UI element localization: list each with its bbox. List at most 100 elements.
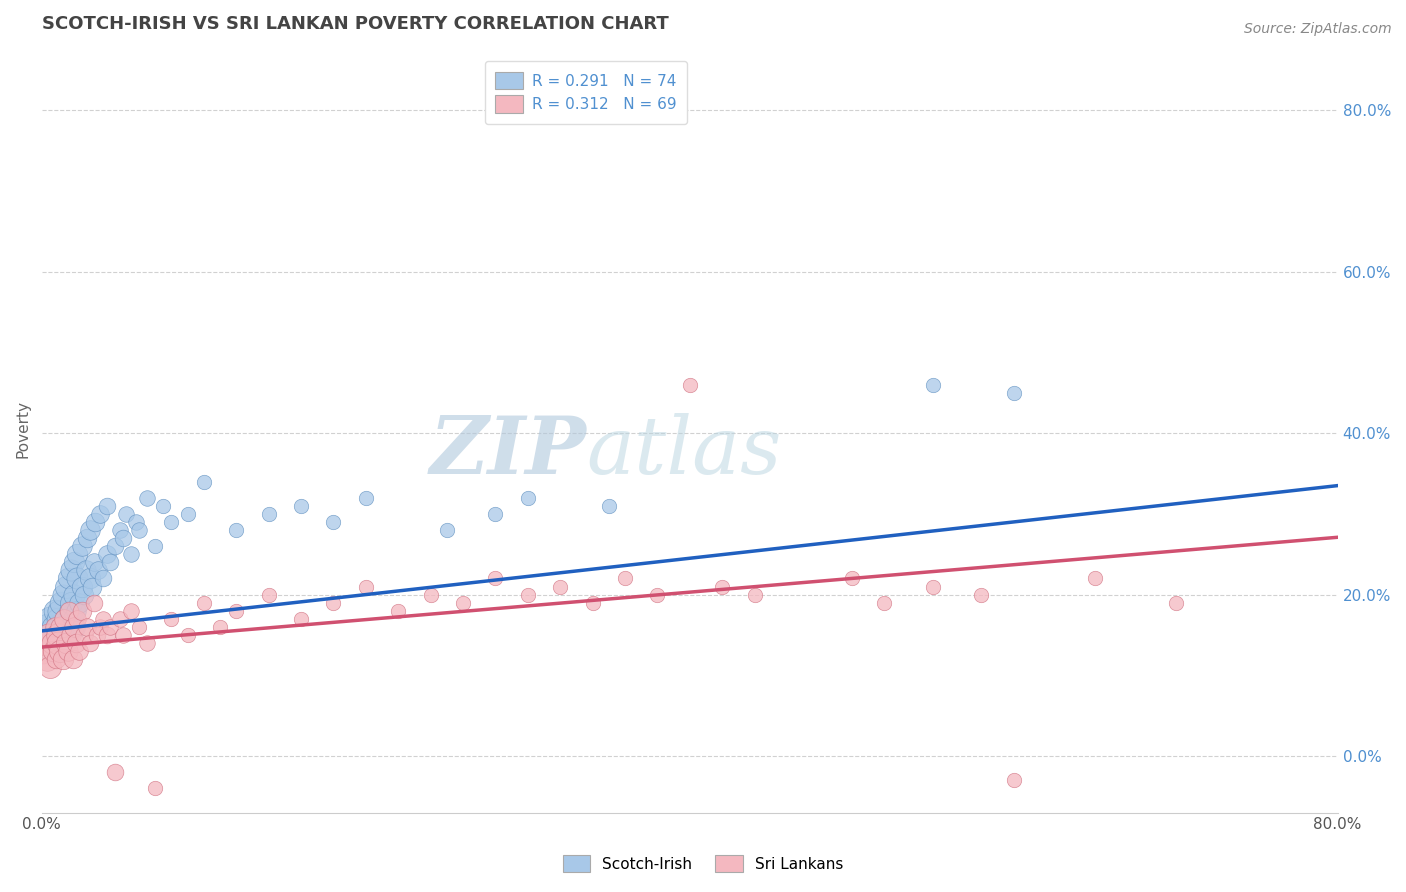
Point bbox=[44, 620, 66, 634]
Point bbox=[46, 636, 69, 650]
Point bbox=[79, 636, 101, 650]
Point bbox=[322, 596, 344, 610]
Point bbox=[67, 596, 90, 610]
Point bbox=[322, 515, 344, 529]
Point bbox=[125, 515, 148, 529]
Point bbox=[55, 580, 77, 594]
Point bbox=[419, 588, 441, 602]
Point bbox=[34, 628, 56, 642]
Point bbox=[35, 652, 58, 666]
Point bbox=[257, 507, 280, 521]
Point bbox=[63, 555, 86, 569]
Point bbox=[89, 507, 111, 521]
Point bbox=[581, 596, 603, 610]
Point bbox=[66, 571, 89, 585]
Point bbox=[136, 491, 159, 505]
Point bbox=[52, 652, 75, 666]
Point bbox=[63, 620, 86, 634]
Point bbox=[436, 523, 458, 537]
Point bbox=[56, 571, 79, 585]
Point bbox=[96, 499, 118, 513]
Point bbox=[46, 612, 69, 626]
Point bbox=[225, 523, 247, 537]
Point bbox=[354, 491, 377, 505]
Point bbox=[45, 652, 67, 666]
Point bbox=[65, 636, 87, 650]
Point bbox=[120, 604, 142, 618]
Legend: Scotch-Irish, Sri Lankans: Scotch-Irish, Sri Lankans bbox=[555, 847, 851, 880]
Point bbox=[52, 628, 75, 642]
Point bbox=[93, 571, 115, 585]
Point bbox=[46, 604, 69, 618]
Point bbox=[46, 628, 69, 642]
Point bbox=[46, 644, 69, 658]
Point bbox=[56, 644, 79, 658]
Point bbox=[128, 523, 150, 537]
Point bbox=[108, 523, 131, 537]
Point bbox=[86, 628, 108, 642]
Point bbox=[193, 475, 215, 489]
Point bbox=[46, 620, 69, 634]
Point bbox=[37, 628, 59, 642]
Point bbox=[72, 539, 94, 553]
Point bbox=[1084, 571, 1107, 585]
Point bbox=[451, 596, 474, 610]
Point bbox=[104, 765, 127, 780]
Text: SCOTCH-IRISH VS SRI LANKAN POVERTY CORRELATION CHART: SCOTCH-IRISH VS SRI LANKAN POVERTY CORRE… bbox=[42, 15, 669, 33]
Point bbox=[62, 652, 84, 666]
Point bbox=[484, 507, 506, 521]
Point bbox=[1002, 385, 1025, 400]
Point bbox=[51, 596, 73, 610]
Point bbox=[98, 620, 121, 634]
Point bbox=[548, 580, 571, 594]
Point bbox=[87, 563, 110, 577]
Point bbox=[193, 596, 215, 610]
Point bbox=[41, 644, 63, 658]
Point bbox=[120, 547, 142, 561]
Point bbox=[160, 612, 183, 626]
Legend: R = 0.291   N = 74, R = 0.312   N = 69: R = 0.291 N = 74, R = 0.312 N = 69 bbox=[485, 61, 688, 124]
Point bbox=[67, 644, 90, 658]
Point bbox=[79, 523, 101, 537]
Point bbox=[63, 620, 86, 634]
Point bbox=[647, 588, 669, 602]
Point bbox=[62, 612, 84, 626]
Point bbox=[42, 644, 65, 658]
Text: ZIP: ZIP bbox=[429, 413, 586, 491]
Point bbox=[46, 628, 69, 642]
Point bbox=[58, 604, 80, 618]
Point bbox=[160, 515, 183, 529]
Point bbox=[89, 620, 111, 634]
Point bbox=[53, 620, 76, 634]
Point bbox=[128, 620, 150, 634]
Point bbox=[111, 628, 134, 642]
Point bbox=[72, 604, 94, 618]
Point bbox=[55, 636, 77, 650]
Point bbox=[59, 563, 82, 577]
Point bbox=[104, 539, 127, 553]
Point bbox=[115, 507, 138, 521]
Point bbox=[42, 620, 65, 634]
Point bbox=[38, 628, 60, 642]
Point bbox=[38, 660, 60, 674]
Point bbox=[53, 612, 76, 626]
Point bbox=[66, 612, 89, 626]
Point bbox=[48, 644, 70, 658]
Point bbox=[35, 620, 58, 634]
Point bbox=[96, 547, 118, 561]
Point bbox=[1002, 773, 1025, 788]
Point bbox=[45, 636, 67, 650]
Point bbox=[613, 571, 636, 585]
Point bbox=[387, 604, 409, 618]
Point bbox=[111, 531, 134, 545]
Point bbox=[96, 628, 118, 642]
Point bbox=[76, 620, 98, 634]
Point bbox=[143, 781, 166, 796]
Text: atlas: atlas bbox=[586, 413, 782, 491]
Point bbox=[84, 515, 107, 529]
Point bbox=[225, 604, 247, 618]
Point bbox=[75, 563, 97, 577]
Point bbox=[52, 588, 75, 602]
Point bbox=[72, 580, 94, 594]
Point bbox=[354, 580, 377, 594]
